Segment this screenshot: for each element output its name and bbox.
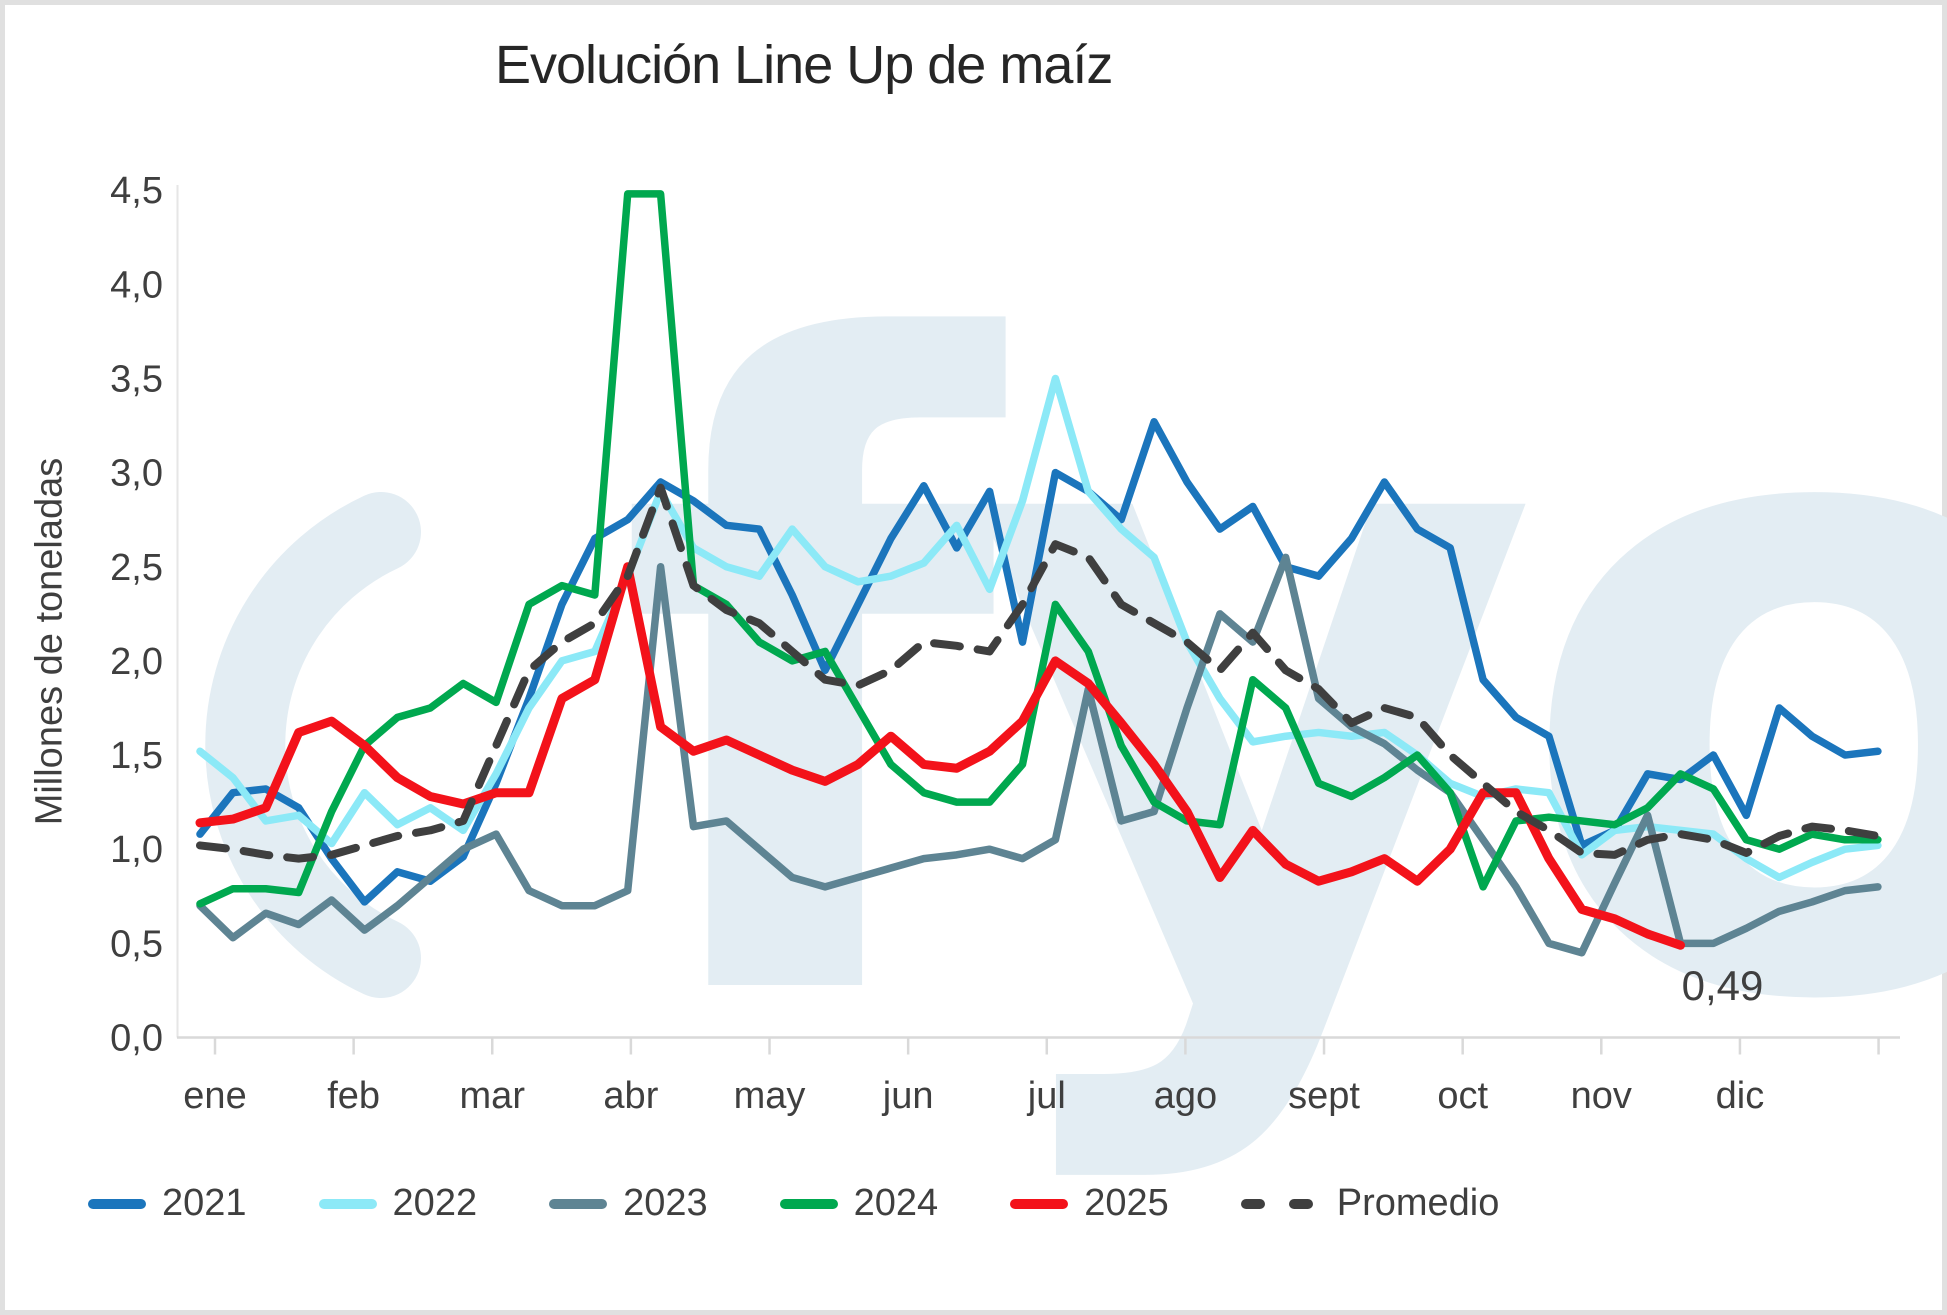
y-tick-label: 2,0 [110,641,163,683]
legend-swatch-2023 [549,1198,608,1209]
series-2025-line [195,562,1685,950]
legend-item-2025: 2025 [1010,1182,1169,1225]
legend-item-2024: 2024 [779,1182,939,1225]
legend-item-2023: 2023 [549,1182,708,1225]
y-tick-label: 3,0 [110,453,163,495]
legend-swatch-2021 [88,1198,146,1209]
x-month-label: ago [1154,1075,1217,1117]
legend-label: 2025 [1084,1182,1169,1224]
legend-swatch-2022 [318,1198,377,1209]
legend-item-promedio: Promedio [1240,1182,1500,1225]
x-month-label: feb [327,1075,380,1117]
legend-swatch-2025 [1010,1198,1069,1209]
x-month-label: oct [1437,1075,1488,1117]
x-month-label: may [734,1075,806,1117]
legend-label: Promedio [1336,1182,1500,1224]
series-promedio-line [196,483,1882,863]
x-month-label: abr [603,1075,658,1117]
legend-label: 2024 [853,1182,939,1224]
x-month-label: mar [460,1075,526,1117]
x-month-label: dic [1716,1075,1765,1117]
legend-swatch-2024 [779,1198,838,1209]
legend-swatch-promedio [1240,1198,1265,1209]
y-tick-label: 3,5 [110,358,163,400]
y-tick-label: 4,5 [110,170,163,212]
y-tick-label: 1,5 [110,735,163,777]
y-tick-label: 2,5 [110,547,163,589]
legend-item-2021: 2021 [88,1182,247,1225]
x-month-label: sept [1288,1075,1360,1117]
legend-label: 2021 [162,1182,247,1224]
fyo-watermark-text: fyo [615,168,1947,1193]
y-tick-label: 4,0 [110,264,163,306]
last-value-annotation: 0,49 [1682,962,1764,1009]
x-month-label: ene [183,1075,246,1117]
legend-item-2022: 2022 [318,1182,478,1225]
y-tick-label: 0,0 [110,1018,163,1060]
series-2021-line [196,418,1882,906]
x-month-label: nov [1571,1075,1632,1117]
legend-label: 2023 [623,1182,708,1224]
chart-title: Evolución Line Up de maíz [495,35,1113,95]
x-month-label: jun [882,1075,934,1117]
chart-legend: 2021 2022 2023 2024 2025 Promedio [88,1182,1499,1225]
y-tick-label: 0,5 [110,923,163,965]
legend-label: 2022 [392,1182,478,1224]
legend-swatch-promedio [1288,1198,1313,1209]
x-month-label: jul [1027,1075,1066,1117]
y-tick-label: 1,0 [110,829,163,871]
